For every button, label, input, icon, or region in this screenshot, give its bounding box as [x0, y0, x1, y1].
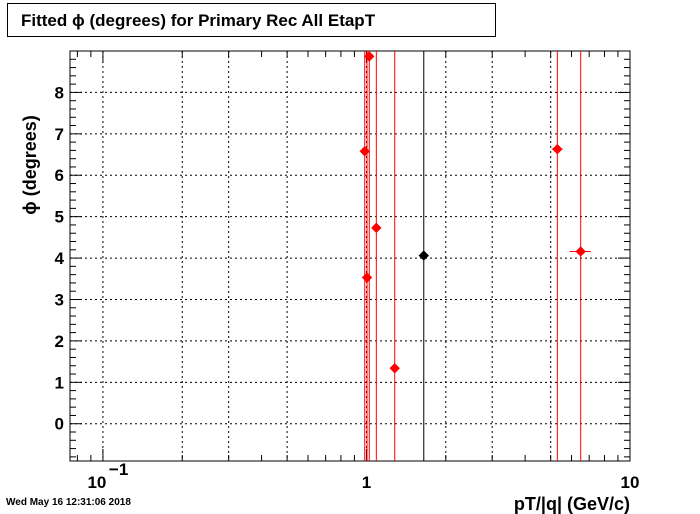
- y-tick-label: 4: [55, 249, 65, 268]
- x-tick-label: 10: [87, 473, 106, 492]
- y-axis-title: ϕ (degrees): [20, 115, 40, 215]
- y-tick-label: 6: [55, 166, 64, 185]
- y-tick-label: 5: [55, 208, 64, 227]
- grid: [70, 51, 630, 461]
- data-point: [575, 246, 586, 257]
- plot-frame: [69, 50, 631, 462]
- x-tick-label: 10: [621, 473, 640, 492]
- y-tick-label: 2: [55, 332, 64, 351]
- data-point: [364, 51, 375, 62]
- x-tick-label-exponent: −1: [109, 460, 128, 479]
- x-tick-label: 1: [362, 473, 371, 492]
- data-point: [418, 250, 429, 261]
- y-tick-label: 7: [55, 125, 64, 144]
- title-box: Fitted ϕ (degrees) for Primary Rec All E…: [7, 3, 496, 37]
- y-tick-label: 1: [55, 373, 64, 392]
- data-point: [361, 272, 373, 283]
- data-point: [552, 143, 563, 155]
- y-tick-label: 0: [55, 415, 64, 434]
- x-axis-title: pT/|q| (GeV/c): [514, 494, 630, 514]
- y-tick-label: 3: [55, 290, 64, 309]
- data-point: [359, 146, 370, 157]
- y-tick-label: 8: [55, 83, 64, 102]
- data-points: [359, 51, 591, 461]
- data-point: [371, 222, 382, 234]
- data-point: [389, 363, 400, 374]
- footer-timestamp: Wed May 16 12:31:06 2018: [6, 497, 131, 508]
- axes: [69, 50, 631, 462]
- chart-title: Fitted ϕ (degrees) for Primary Rec All E…: [21, 11, 376, 30]
